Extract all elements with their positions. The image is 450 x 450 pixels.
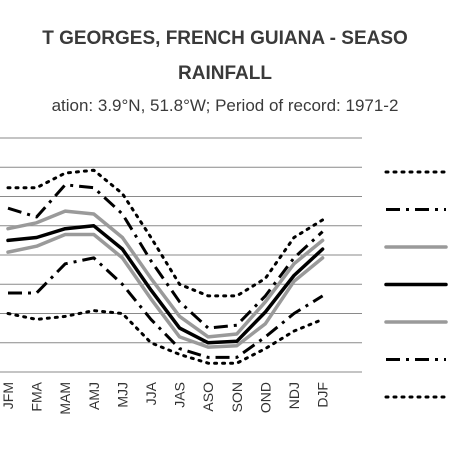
x-tick-label: AMJ [86,382,102,410]
series-line-3 [6,209,325,339]
x-tick-label: NDJ [286,382,302,409]
x-tick-label: JFM [0,382,16,409]
series-line-1 [6,168,325,298]
x-axis-tick-labels: JFM FMA MAM AMJ MJJ JJA JAS ASO SON OND NDJ DJF [0,381,331,414]
chart-title-line-1: T GEORGES, FRENCH GUIANA - SEASO [42,28,408,49]
x-tick-label: FMA [29,381,45,411]
series-line-2 [7,183,324,330]
x-tick-label: SON [229,382,245,412]
x-tick-label: MJJ [114,382,130,408]
x-tick-label: JJA [143,381,159,405]
series-lines [6,168,325,365]
chart-subtitle: ation: 3.9°N, 51.8°W; Period of record: … [52,96,399,115]
x-tick-label: ASO [200,382,216,412]
series-line-6 [8,256,324,359]
series-line-4 [6,224,325,345]
x-tick-label: DJF [315,382,331,408]
x-tick-label: MAM [57,382,73,415]
x-tick-label: OND [257,382,273,413]
legend [384,170,448,399]
chart-title-line-2: RAINFALL [178,63,272,84]
series-line-5 [6,232,325,349]
x-tick-label: JAS [172,382,188,408]
gridlines [0,137,362,373]
